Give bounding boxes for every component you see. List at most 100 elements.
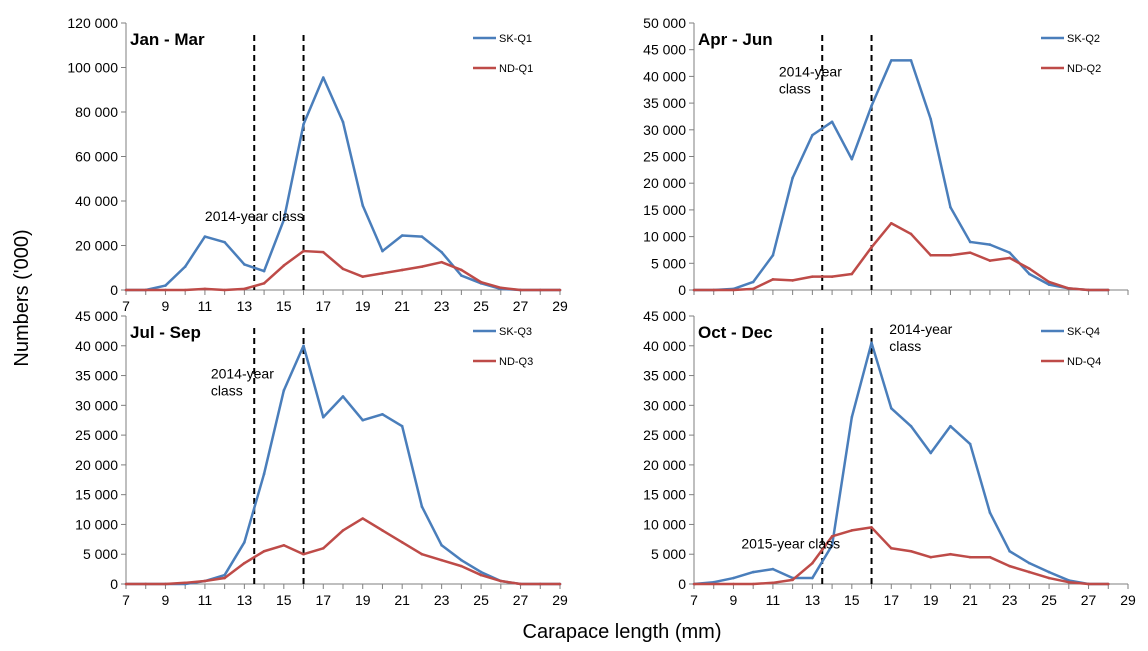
data-point <box>282 543 286 547</box>
data-point <box>1087 582 1090 586</box>
data-point <box>949 253 952 257</box>
data-point <box>1087 288 1090 292</box>
data-point <box>381 529 384 532</box>
data-point <box>538 582 542 586</box>
data-point <box>870 526 873 529</box>
data-point <box>1067 580 1071 584</box>
data-point <box>850 529 854 532</box>
data-point <box>321 415 325 419</box>
data-point <box>282 264 286 267</box>
x-tick-label: 23 <box>434 298 450 314</box>
data-point <box>243 263 246 266</box>
data-point <box>144 288 148 292</box>
y-tick-label: 120 000 <box>67 15 118 31</box>
data-point <box>144 582 148 586</box>
series-line-sk-q4 <box>693 341 1109 586</box>
data-point <box>538 288 542 292</box>
data-point <box>361 517 365 520</box>
annotation-text: 2014-year <box>889 321 952 337</box>
y-axis-label: Numbers ('000) <box>11 229 33 366</box>
data-point <box>870 245 873 249</box>
chart-panel-2: 0 5 000 10 000 15 000 20 000 25 000 30 000 35 0… <box>643 15 1129 298</box>
data-point <box>732 582 735 586</box>
data-point <box>909 424 913 428</box>
data-point <box>400 268 404 272</box>
y-tick-label: 5 000 <box>651 255 686 271</box>
data-point <box>124 582 128 586</box>
x-tick-label: 29 <box>552 592 568 608</box>
legend-label: SK-Q1 <box>499 33 532 45</box>
data-point <box>262 472 266 476</box>
y-tick-label: 25 000 <box>643 149 686 165</box>
data-point <box>361 204 365 207</box>
data-point <box>400 424 404 428</box>
y-tick-label: 0 <box>110 576 118 592</box>
y-tick-label: 60 000 <box>75 149 118 165</box>
data-point <box>732 576 735 580</box>
x-tick-label: 19 <box>355 592 371 608</box>
data-point <box>751 582 755 586</box>
data-point <box>870 341 873 345</box>
data-point <box>929 555 933 559</box>
annotation-text: 2014-year <box>211 366 274 382</box>
data-point <box>460 558 463 562</box>
data-point <box>850 157 854 161</box>
panel-title: Jul - Sep <box>130 323 201 342</box>
data-point <box>751 287 755 291</box>
y-tick-label: 5 000 <box>83 546 118 562</box>
data-point <box>243 561 246 565</box>
data-point <box>751 570 755 574</box>
data-point <box>341 529 345 532</box>
legend-label: SK-Q4 <box>1067 326 1100 338</box>
data-point <box>341 267 345 271</box>
y-tick-label: 30 000 <box>643 397 686 413</box>
data-point <box>479 573 483 577</box>
data-point <box>361 275 365 278</box>
x-tick-label: 25 <box>473 298 489 314</box>
x-tick-label: 17 <box>315 298 331 314</box>
x-tick-label: 13 <box>237 298 253 314</box>
x-tick-label: 23 <box>1002 592 1018 608</box>
data-point <box>791 176 794 180</box>
data-point <box>830 275 834 278</box>
x-tick-label: 17 <box>315 592 331 608</box>
data-point <box>1028 570 1031 574</box>
data-point <box>830 120 834 124</box>
legend-label: ND-Q3 <box>499 356 533 368</box>
data-point <box>968 442 972 446</box>
data-point <box>771 253 775 257</box>
data-point <box>400 541 404 544</box>
data-point <box>460 268 463 272</box>
legend-label: ND-Q2 <box>1067 63 1101 75</box>
y-tick-label: 25 000 <box>75 427 118 443</box>
data-point <box>183 581 187 585</box>
data-point <box>223 573 226 577</box>
data-point <box>164 288 167 292</box>
data-point <box>479 570 483 574</box>
y-tick-label: 25 000 <box>643 427 686 443</box>
legend-label: SK-Q2 <box>1067 33 1100 45</box>
data-point <box>692 582 696 586</box>
data-point <box>949 552 952 556</box>
data-point <box>1106 582 1110 586</box>
data-point <box>1008 549 1011 553</box>
x-tick-label: 21 <box>394 592 410 608</box>
data-point <box>223 240 226 244</box>
data-point <box>830 543 834 547</box>
data-point <box>1106 288 1110 292</box>
y-tick-label: 40 000 <box>75 338 118 354</box>
data-point <box>440 558 443 562</box>
series-line-nd-q3 <box>126 517 560 586</box>
data-point <box>282 218 286 222</box>
data-point <box>499 579 503 583</box>
data-point <box>870 104 873 108</box>
chart-panel-3: 0 5 000 10 000 15 000 20 000 25 000 30 000 35 0… <box>75 308 568 608</box>
data-point <box>791 279 794 282</box>
data-point <box>1028 272 1031 276</box>
data-point <box>321 76 325 79</box>
data-point <box>1067 287 1071 290</box>
data-point <box>751 280 755 284</box>
data-point <box>1047 280 1051 284</box>
annotation-text: class <box>779 80 811 96</box>
